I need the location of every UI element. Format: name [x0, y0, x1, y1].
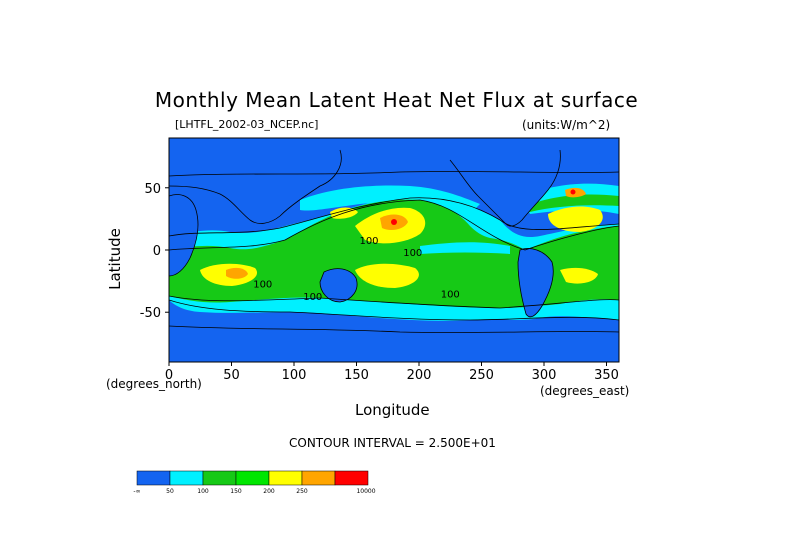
file-label: [LHTFL_2002-03_NCEP.nc] — [175, 118, 319, 131]
contour-line-5 — [169, 325, 619, 333]
field-band-green — [169, 199, 619, 308]
contour-labels: 100 100 100 100 100 — [253, 236, 460, 303]
contour-line-1 — [169, 197, 619, 237]
x-unit-label: (degrees_east) — [540, 384, 630, 398]
field-red-core-2 — [570, 189, 576, 195]
x-tick-label-6: 300 — [532, 368, 557, 383]
y-tick-label-2: -50 — [140, 306, 161, 321]
coastline-south-america — [517, 248, 554, 318]
x-axis-ticks: 0 50 100 150 200 250 300 350 — [165, 362, 619, 383]
colorbar-label-4: 200 — [263, 488, 275, 495]
contour-line-6 — [169, 171, 619, 177]
x-tick-label-0: 0 — [165, 368, 173, 383]
coastline-australia — [319, 268, 358, 303]
field-equator-tongue — [420, 242, 510, 254]
contour-label-0: 100 — [359, 236, 378, 247]
flux-field — [169, 138, 619, 362]
land-antarctica — [169, 340, 619, 362]
field-orange-indian — [226, 267, 248, 279]
x-tick-label-1: 50 — [223, 368, 240, 383]
colorbar-label-2: 100 — [197, 488, 209, 495]
y-tick-label-0: 50 — [144, 182, 161, 197]
contour-label-2: 100 — [441, 289, 460, 300]
coastline-africa — [169, 194, 199, 277]
land-south-america — [518, 248, 554, 317]
chart-title: Monthly Mean Latent Heat Net Flux at sur… — [154, 88, 639, 112]
contour-label-3: 100 — [253, 279, 272, 290]
colorbar-swatch-2 — [202, 470, 237, 486]
colorbar-swatch-1 — [169, 470, 204, 486]
contour-line-4 — [169, 295, 619, 309]
field-yellow-atl-n — [548, 206, 603, 232]
coastline-eurasia — [169, 149, 342, 224]
units-label: (units:W/m^2) — [522, 118, 610, 132]
x-axis-label: Longitude — [355, 401, 430, 419]
field-yellow-pacific-s — [355, 263, 419, 288]
x-tick-label-7: 350 — [594, 368, 619, 383]
field-orange-gulfstream — [565, 187, 586, 198]
contour-label-1: 100 — [403, 248, 422, 259]
contour-interval-label: CONTOUR INTERVAL = 2.500E+01 — [289, 436, 496, 450]
x-tick-label-2: 100 — [282, 368, 307, 383]
colorbar-swatch-3 — [235, 470, 270, 486]
contour-label-4: 100 — [303, 292, 322, 303]
field-band-green-atl — [520, 194, 619, 212]
colorbar-label-0: -∞ — [133, 488, 140, 495]
y-axis-ticks: 50 0 -50 — [140, 182, 169, 321]
field-red-core-1 — [391, 219, 397, 225]
colorbar-swatch-6 — [334, 470, 369, 486]
colorbar-label-6: 10000 — [356, 488, 375, 495]
contour-line-2 — [169, 299, 619, 321]
contour-lines — [169, 149, 619, 333]
field-yellow-atl-s — [560, 267, 598, 284]
colorbar-swatch-0 — [136, 470, 171, 486]
land-australia — [320, 268, 358, 302]
colorbar-swatch-5 — [301, 470, 336, 486]
y-tick-label-1: 0 — [153, 244, 161, 259]
units-text: (units:W/m^2) — [522, 118, 611, 132]
field-band-cyan-north — [300, 185, 480, 214]
x-tick-label-5: 250 — [469, 368, 494, 383]
colorbar-label-1: 50 — [166, 488, 174, 495]
colorbar-label-5: 250 — [296, 488, 308, 495]
contour-line-3 — [169, 199, 619, 251]
colorbar-label-3: 150 — [230, 488, 242, 495]
y-unit-label: (degrees_north) — [106, 377, 202, 391]
x-tick-label-4: 200 — [407, 368, 432, 383]
colorbar: -∞ 50 100 150 200 250 10000 — [133, 470, 376, 495]
coastline-north-america — [449, 149, 561, 227]
land-eurasia — [169, 150, 342, 224]
land-greenland — [575, 144, 608, 166]
colorbar-swatch-4 — [268, 470, 303, 486]
x-tick-label-3: 150 — [344, 368, 369, 383]
